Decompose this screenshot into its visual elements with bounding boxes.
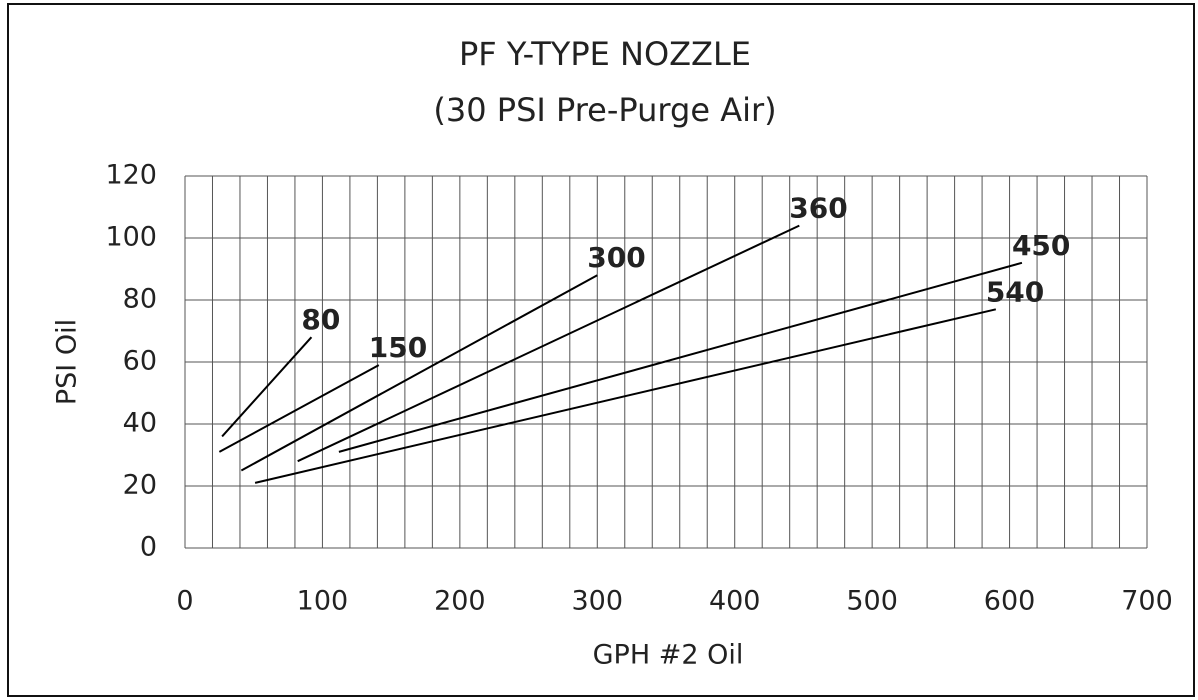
x-tick-label: 300 <box>572 586 624 617</box>
y-tick-label: 100 <box>105 222 157 253</box>
chart-subtitle: (30 PSI Pre-Purge Air) <box>433 91 776 129</box>
series-line <box>338 261 1023 453</box>
x-tick-label: 100 <box>297 586 349 617</box>
series-line <box>221 336 313 438</box>
x-tick-label: 200 <box>434 586 486 617</box>
series-label: 150 <box>369 331 427 364</box>
series-line <box>218 364 380 453</box>
chart-title: PF Y-TYPE NOZZLE <box>459 35 751 73</box>
x-tick-label: 400 <box>709 586 761 617</box>
series-label: 540 <box>986 275 1044 308</box>
series-label: 360 <box>789 192 847 225</box>
series-line <box>297 224 800 463</box>
y-tick-label: 40 <box>123 408 157 439</box>
series-line <box>240 274 598 472</box>
y-tick-label: 60 <box>123 346 157 377</box>
frame <box>7 3 1195 697</box>
x-tick-label: 600 <box>984 586 1036 617</box>
x-tick-label: 0 <box>176 586 193 617</box>
y-tick-label: 80 <box>123 284 157 315</box>
x-tick-label: 700 <box>1121 586 1173 617</box>
series-label: 450 <box>1012 229 1070 262</box>
y-tick-label: 20 <box>123 470 157 501</box>
y-axis-label: PSI Oil <box>52 319 83 405</box>
series-line <box>254 308 997 484</box>
x-tick-label: 500 <box>846 586 898 617</box>
series-label: 300 <box>587 241 645 274</box>
series-label: 80 <box>301 303 340 336</box>
y-tick-label: 120 <box>105 160 157 191</box>
y-tick-label: 0 <box>140 532 157 563</box>
x-axis-label: GPH #2 Oil <box>593 640 744 671</box>
